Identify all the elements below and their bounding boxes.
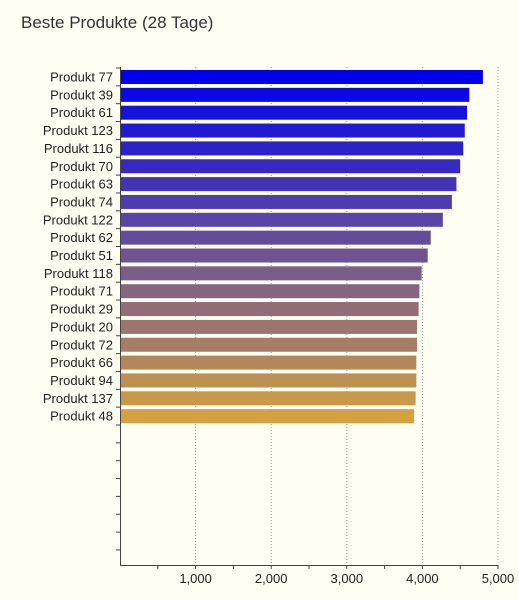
bar-produkt-29 — [120, 302, 419, 317]
bar-produkt-70 — [120, 159, 461, 174]
x-tick-label: 5,000 — [482, 571, 515, 586]
category-label: Produkt 62 — [50, 230, 113, 245]
bar-produkt-137 — [120, 391, 416, 406]
category-label: Produkt 122 — [43, 212, 113, 227]
bar-produkt-72 — [120, 337, 418, 352]
chart-title: Beste Produkte (28 Tage) — [21, 13, 214, 32]
bar-produkt-39 — [120, 87, 470, 102]
category-label: Produkt 70 — [50, 159, 113, 174]
category-label: Produkt 39 — [50, 87, 113, 102]
x-tick-label: 3,000 — [331, 571, 364, 586]
category-label: Produkt 20 — [50, 319, 113, 334]
x-tick-labels: 1,000 2,000 3,000 4,000 5,000 — [179, 571, 514, 586]
bar-produkt-74 — [120, 194, 452, 209]
category-label: Produkt 61 — [50, 105, 113, 120]
category-label: Produkt 63 — [50, 177, 113, 192]
bar-produkt-51 — [120, 248, 428, 263]
bar-produkt-48 — [120, 409, 415, 424]
bar-produkt-116 — [120, 141, 464, 156]
bar-produkt-20 — [120, 319, 418, 334]
bar-produkt-66 — [120, 355, 417, 370]
category-labels: Produkt 77 Produkt 39 Produkt 61 Produkt 12… — [43, 70, 113, 424]
bar-produkt-77 — [120, 70, 483, 84]
category-label: Produkt 72 — [50, 337, 113, 352]
x-tick-label: 2,000 — [255, 571, 288, 586]
category-label: Produkt 123 — [43, 123, 113, 138]
category-label: Produkt 116 — [44, 141, 113, 156]
category-label: Produkt 71 — [50, 284, 113, 299]
bar-produkt-122 — [120, 212, 443, 227]
bar-produkt-94 — [120, 373, 417, 388]
bar-produkt-123 — [120, 123, 465, 138]
x-tick-label: 1,000 — [179, 571, 212, 586]
x-tick-label: 4,000 — [406, 571, 439, 586]
category-label: Produkt 51 — [50, 248, 113, 263]
bar-produkt-63 — [120, 177, 457, 192]
category-label: Produkt 66 — [50, 355, 113, 370]
bars — [120, 70, 483, 424]
axes — [116, 67, 499, 569]
category-label: Produkt 118 — [44, 266, 113, 281]
category-label: Produkt 94 — [50, 373, 113, 388]
bar-produkt-61 — [120, 105, 468, 120]
bar-produkt-62 — [120, 230, 431, 245]
category-label: Produkt 48 — [50, 409, 113, 424]
bar-produkt-71 — [120, 284, 420, 299]
bar-produkt-118 — [120, 266, 422, 281]
category-label: Produkt 74 — [50, 194, 113, 209]
category-label: Produkt 29 — [50, 302, 113, 317]
category-label: Produkt 77 — [50, 70, 113, 85]
category-label: Produkt 137 — [43, 391, 113, 406]
